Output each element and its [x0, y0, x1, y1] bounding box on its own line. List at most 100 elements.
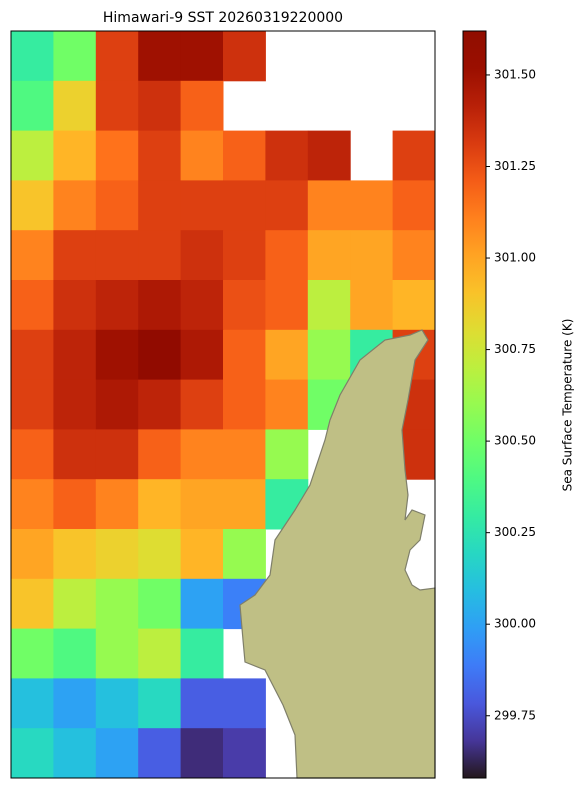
sst-cell	[53, 429, 97, 480]
sst-cell	[11, 180, 54, 231]
sst-cell	[53, 628, 97, 679]
colorbar-tick-label: 300.25	[494, 525, 536, 539]
colorbar-tick-label: 300.75	[494, 342, 536, 356]
sst-cell	[11, 80, 54, 132]
sst-cell	[11, 578, 54, 630]
sst-cell	[95, 678, 139, 729]
sst-cell	[180, 31, 224, 82]
sst-cell	[265, 379, 309, 430]
sst-cell	[180, 728, 224, 778]
sst-cell	[392, 180, 435, 231]
sst-cell	[138, 280, 182, 331]
colorbar-tick-label: 300.50	[494, 434, 536, 448]
chart-title: Himawari-9 SST 20260319220000	[103, 10, 343, 26]
sst-cell	[180, 479, 224, 530]
colorbar-label: Sea Surface Temperature (K)	[561, 319, 575, 492]
sst-cell	[138, 180, 182, 231]
sst-cell	[392, 230, 435, 281]
sst-cell	[223, 31, 266, 82]
sst-cell	[223, 479, 266, 530]
sst-cell	[138, 628, 182, 679]
sst-cell	[265, 280, 309, 331]
sst-cell	[95, 628, 139, 679]
sst-cell	[95, 329, 139, 381]
sst-cell	[53, 578, 97, 630]
sst-cell	[53, 379, 97, 430]
sst-cell	[223, 529, 266, 580]
sst-cell	[223, 230, 266, 281]
sst-cell	[265, 230, 309, 281]
sst-cell	[180, 230, 224, 281]
sst-cell	[95, 180, 139, 231]
sst-cell	[180, 379, 224, 430]
sst-cell	[95, 728, 139, 778]
sst-cell	[11, 728, 54, 778]
sst-cell	[265, 130, 309, 181]
sst-cell	[95, 529, 139, 580]
sst-cell	[138, 678, 182, 729]
sst-cell	[95, 31, 139, 82]
sst-cell	[53, 230, 97, 281]
sst-cell	[138, 130, 182, 181]
sst-cell	[95, 280, 139, 331]
sst-cell	[307, 130, 351, 181]
sst-cell	[223, 379, 266, 430]
sst-cell	[307, 180, 351, 231]
sst-cell	[392, 280, 435, 331]
sst-cell	[53, 130, 97, 181]
sst-cell	[307, 230, 351, 281]
sst-cell	[138, 429, 182, 480]
sst-cell	[223, 678, 266, 729]
colorbar-tick-label: 299.75	[494, 708, 536, 722]
sst-cell	[53, 329, 97, 381]
sst-cell	[223, 180, 266, 231]
sst-cell	[11, 628, 54, 679]
sst-cell	[180, 429, 224, 480]
sst-cell	[11, 479, 54, 530]
sst-cell	[180, 678, 224, 729]
sst-cell	[138, 329, 182, 381]
sst-cell	[53, 529, 97, 580]
sst-cell	[11, 130, 54, 181]
sst-cell	[95, 379, 139, 430]
sst-cell	[95, 479, 139, 530]
sst-cell	[138, 230, 182, 281]
map-frame	[10, 30, 436, 779]
sst-cell	[180, 578, 224, 630]
sst-cell	[180, 180, 224, 231]
sst-cell	[265, 429, 309, 480]
colorbar-tick-label: 301.50	[494, 67, 536, 81]
sst-cell	[53, 280, 97, 331]
sst-cell	[53, 180, 97, 231]
sst-cell	[265, 180, 309, 231]
sst-cell	[11, 31, 54, 82]
sst-cell	[138, 379, 182, 430]
sst-cell	[138, 529, 182, 580]
sst-cell	[265, 329, 309, 381]
colorbar	[462, 30, 487, 779]
sst-cell	[11, 280, 54, 331]
sst-cell	[53, 678, 97, 729]
sst-cell	[53, 728, 97, 778]
sst-cell	[11, 529, 54, 580]
sst-cell	[350, 280, 394, 331]
sst-cell	[180, 80, 224, 132]
sst-cell	[223, 728, 266, 778]
sst-cell	[223, 329, 266, 381]
sst-cell	[53, 80, 97, 132]
sst-cell	[95, 130, 139, 181]
sst-cell	[11, 678, 54, 729]
sst-cell	[11, 329, 54, 381]
sst-cell	[180, 130, 224, 181]
sst-cell	[180, 280, 224, 331]
sst-cell	[223, 130, 266, 181]
colorbar-tick-label: 301.25	[494, 159, 536, 173]
sst-cell	[350, 230, 394, 281]
sst-cell	[138, 31, 182, 82]
sst-cell	[95, 429, 139, 480]
sst-cell	[138, 479, 182, 530]
sst-cell	[53, 31, 97, 82]
sst-cell	[138, 728, 182, 778]
sst-cell	[350, 180, 394, 231]
